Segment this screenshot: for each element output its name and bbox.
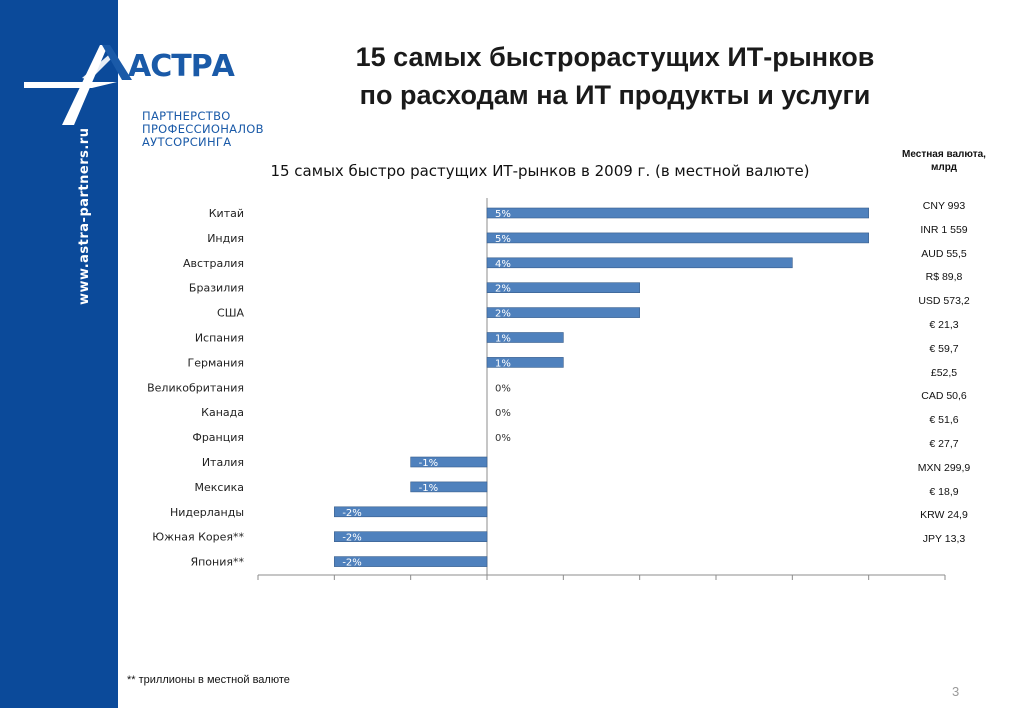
data-label: -2%: [342, 558, 361, 569]
sidebar: www.astra-partners.ru: [0, 0, 118, 708]
bar: [486, 332, 564, 343]
currency-value: INR 1 559: [920, 223, 968, 236]
astra-logo: АСТРА ПАРТНЕРСТВО ПРОФЕССИОНАЛОВ АУТСОРС…: [22, 40, 264, 149]
category-label: Бразилия: [189, 282, 244, 295]
category-label: Испания: [195, 332, 244, 345]
bar: [486, 282, 640, 294]
currency-value: € 59,7: [929, 342, 959, 355]
category-label: Германия: [188, 356, 244, 369]
bar: [410, 481, 488, 493]
logo-tagline: ПАРТНЕРСТВО ПРОФЕССИОНАЛОВ АУТСОРСИНГА: [142, 110, 264, 149]
currency-value: USD 573,2: [918, 295, 970, 308]
category-label: Нидерланды: [170, 506, 244, 519]
star-logo-icon: АСТРА: [24, 45, 237, 125]
category-label: Канада: [201, 406, 244, 419]
currency-header: Местная валюта, млрд: [902, 149, 986, 173]
currency-list: CNY 993 INR 1 559 AUD 55,5 R$ 89,8 USD 573,2…: [888, 199, 1000, 556]
category-label: Италия: [202, 456, 244, 469]
data-label: -2%: [342, 533, 361, 544]
data-label: 1%: [495, 334, 511, 345]
slide-title-line-2: по расходам на ИТ продукты и услуги: [359, 80, 871, 110]
data-label: 0%: [495, 383, 511, 394]
currency-value: R$ 89,8: [925, 271, 963, 284]
currency-value: £52,5: [930, 366, 958, 379]
logo-line-2: ПРОФЕССИОНАЛОВ: [142, 122, 264, 136]
currency-value: € 27,7: [929, 437, 959, 450]
bar: [410, 456, 488, 468]
category-label: Южная Корея**: [152, 531, 244, 544]
bar: [486, 357, 564, 368]
category-label: США: [217, 307, 244, 320]
data-label: 0%: [495, 433, 511, 444]
data-label: 5%: [495, 234, 511, 245]
bar: [486, 232, 869, 244]
data-label: 2%: [495, 284, 511, 295]
data-label: 1%: [495, 358, 511, 369]
currency-value: € 18,9: [929, 485, 959, 498]
data-label: 2%: [495, 309, 511, 320]
category-label: Франция: [192, 431, 244, 444]
data-label: 0%: [495, 408, 511, 419]
data-label: -1%: [419, 458, 438, 469]
logo-line-3: АУТСОРСИНГА: [142, 135, 232, 149]
bar: [334, 506, 488, 518]
bar: [486, 207, 869, 219]
currency-value: CAD 50,6: [921, 390, 967, 403]
category-label: Великобритания: [147, 381, 244, 394]
bar: [486, 307, 640, 318]
currency-value: KRW 24,9: [920, 509, 968, 522]
currency-value: AUD 55,5: [921, 247, 967, 260]
page-number: 3: [952, 684, 960, 699]
category-label: Индия: [207, 232, 244, 245]
data-label: -2%: [342, 508, 361, 519]
category-label: Австралия: [183, 257, 244, 270]
chart-title: 15 самых быстро растущих ИТ-рынков в 200…: [270, 162, 810, 180]
footnote: ** триллионы в местной валюте: [127, 674, 290, 686]
currency-value: MXN 299,9: [917, 461, 971, 474]
currency-value: JPY 13,3: [922, 533, 966, 546]
data-label: -1%: [419, 483, 438, 494]
category-label: Япония**: [190, 556, 244, 569]
bar: [334, 531, 488, 543]
currency-value: € 51,6: [929, 414, 959, 427]
data-label: 5%: [495, 209, 511, 220]
bar: [486, 257, 793, 269]
category-label: Мексика: [195, 481, 244, 494]
bar: [334, 556, 488, 567]
data-label: 4%: [495, 259, 511, 270]
slide-title: 15 самых быстрорастущих ИТ-рынков по рас…: [290, 38, 940, 114]
currency-value: € 21,3: [929, 318, 959, 331]
currency-value: CNY 993: [922, 200, 966, 212]
slide-title-line-1: 15 самых быстрорастущих ИТ-рынков: [355, 42, 875, 72]
logo-wordmark: АСТРА: [128, 49, 236, 84]
logo-line-1: ПАРТНЕРСТВО: [142, 109, 231, 123]
category-label: Китай: [209, 207, 244, 220]
